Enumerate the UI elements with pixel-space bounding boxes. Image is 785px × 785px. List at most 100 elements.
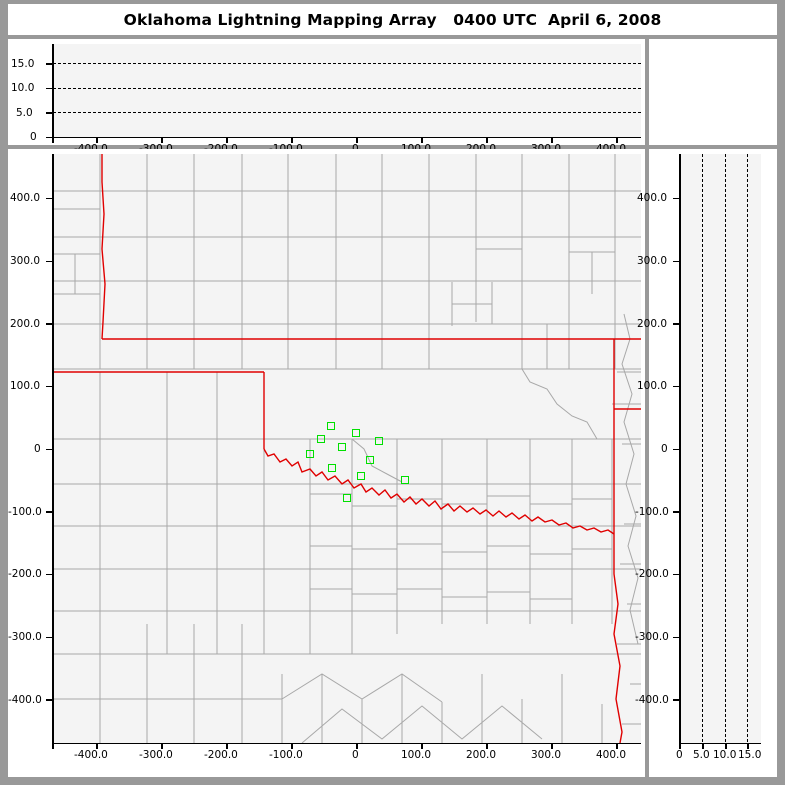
lma-station-marker <box>351 429 360 438</box>
right-y-ticklabel: 200.0 <box>637 317 668 330</box>
top-x-tick <box>616 137 618 143</box>
main-y-ticklabel: -400.0 <box>8 693 42 706</box>
top-x-tick <box>226 137 228 143</box>
main-y-tick <box>46 511 53 513</box>
top-y-tick <box>46 136 53 138</box>
right-gridline <box>725 154 726 742</box>
main-x-tick <box>551 743 553 749</box>
main-x-tick <box>226 743 228 749</box>
lma-station-marker <box>327 421 336 430</box>
page-title: Oklahoma Lightning Mapping Array 0400 UT… <box>123 10 662 29</box>
right-y-tick <box>673 448 680 450</box>
lma-station-marker <box>366 456 375 465</box>
top-y-ticklabel: 0 <box>30 131 37 143</box>
right-y-tick <box>673 573 680 576</box>
main-x-tick <box>356 743 358 749</box>
right-y-ticklabel: 300.0 <box>637 255 668 267</box>
main-y-tick <box>46 636 53 638</box>
main-y-tick <box>46 448 53 450</box>
top-x-tick <box>161 137 163 143</box>
top-projection-panel: 0 5.0 10.0 15.0 -400.0 -300.0 -200.0 -10… <box>8 39 645 155</box>
main-x-ticklabel: 400.0 <box>596 749 627 761</box>
main-x-ticklabel: 100.0 <box>401 749 432 761</box>
main-x-ticklabel: 200.0 <box>466 749 497 761</box>
right-y-ticklabel: -300.0 <box>635 631 669 643</box>
right-x-ticklabel: 5.0 <box>693 749 710 761</box>
main-x-ticklabel: -300.0 <box>139 749 173 761</box>
main-y-tick <box>46 260 53 262</box>
right-y-tick <box>673 699 680 701</box>
main-x-ticklabel: 300.0 <box>531 749 562 761</box>
lma-station-marker <box>317 434 326 443</box>
lma-station-marker <box>342 494 351 503</box>
main-x-tick <box>421 743 423 749</box>
main-x-tick <box>161 743 163 749</box>
lma-station-marker <box>328 463 337 472</box>
lma-station-marker <box>356 471 365 480</box>
main-y-ticklabel: 0 <box>34 443 41 455</box>
right-y-ticklabel: 100.0 <box>637 380 668 393</box>
lma-station-marker <box>374 436 383 445</box>
right-y-tick <box>673 323 680 325</box>
main-map-plot-area <box>52 154 641 743</box>
main-y-ticklabel: 300.0 <box>10 255 41 267</box>
top-gridline <box>53 63 641 64</box>
right-projection-plot-area <box>680 154 761 743</box>
main-x-tick <box>291 743 293 749</box>
top-x-tick <box>486 137 488 143</box>
top-y-tick <box>46 112 53 114</box>
oklahoma-map-svg <box>52 154 641 743</box>
right-y-ticklabel: -100.0 <box>635 505 669 518</box>
right-x-tick <box>725 743 727 749</box>
lma-station-marker <box>400 475 409 484</box>
main-x-ticklabel: -100.0 <box>269 749 303 761</box>
title-bar: Oklahoma Lightning Mapping Array 0400 UT… <box>8 4 777 35</box>
main-y-ticklabel: 100.0 <box>10 380 41 393</box>
lma-station-marker <box>337 443 346 451</box>
main-x-tick <box>486 743 488 749</box>
main-x-tick <box>52 743 54 749</box>
right-x-tick <box>679 743 681 749</box>
top-projection-plot-area <box>52 44 641 137</box>
top-x-tick <box>96 137 98 143</box>
main-y-tick <box>46 573 53 576</box>
top-y-ticklabel: 10.0 <box>11 82 35 94</box>
top-y-axis <box>52 44 54 137</box>
right-x-ticklabel: 0 <box>676 749 683 761</box>
right-x-tick <box>702 743 704 749</box>
top-gridline <box>53 87 641 89</box>
right-projection-panel: 400.0 300.0 200.0 100.0 0 -100.0 -200.0 … <box>635 149 777 777</box>
main-y-ticklabel: 200.0 <box>10 317 41 330</box>
state-boundaries <box>52 154 641 743</box>
main-x-axis <box>52 742 641 744</box>
main-y-tick <box>46 197 53 200</box>
top-y-tick <box>46 63 53 65</box>
top-y-tick <box>46 87 53 89</box>
top-x-tick <box>356 137 358 143</box>
main-y-tick <box>46 385 53 388</box>
main-y-tick <box>46 323 53 325</box>
main-x-ticklabel: 0 <box>352 749 359 761</box>
top-x-tick <box>291 137 293 143</box>
right-y-ticklabel: 0 <box>661 443 668 455</box>
main-map-panel: 400.0 300.0 200.0 100.0 0 -100.0 -200.0 … <box>8 149 645 777</box>
top-y-ticklabel: 15.0 <box>11 57 35 70</box>
main-y-ticklabel: -300.0 <box>8 631 42 643</box>
main-x-ticklabel: -400.0 <box>74 749 108 761</box>
top-x-tick <box>52 137 54 143</box>
right-gridline <box>747 154 748 742</box>
top-x-axis <box>52 136 641 138</box>
top-right-blank-panel <box>649 39 777 145</box>
main-y-ticklabel: -200.0 <box>8 568 42 581</box>
right-gridline <box>702 154 703 742</box>
main-x-tick <box>616 743 618 749</box>
lma-station-marker <box>305 449 314 458</box>
main-x-ticklabel: -200.0 <box>204 749 238 761</box>
top-x-tick <box>551 137 553 143</box>
top-gridline <box>53 112 641 113</box>
right-x-ticklabel: 15.0 <box>738 749 762 761</box>
right-y-tick <box>673 197 680 200</box>
right-y-ticklabel: 400.0 <box>637 192 668 205</box>
right-x-axis <box>679 742 761 744</box>
